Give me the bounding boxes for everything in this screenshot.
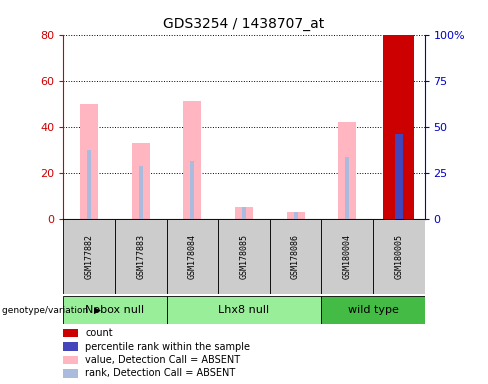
Bar	[63, 342, 78, 351]
Text: GSM178085: GSM178085	[240, 234, 248, 279]
Bar	[218, 219, 270, 294]
Bar	[383, 35, 414, 219]
Bar	[242, 207, 246, 219]
Bar	[166, 296, 322, 324]
Text: GSM178086: GSM178086	[291, 234, 300, 279]
Text: GSM177882: GSM177882	[85, 234, 94, 279]
Text: count: count	[85, 328, 113, 338]
Bar	[338, 122, 356, 219]
Bar	[322, 296, 425, 324]
Bar	[270, 219, 322, 294]
Bar	[293, 212, 298, 219]
Text: GSM177883: GSM177883	[136, 234, 145, 279]
Text: Lhx8 null: Lhx8 null	[219, 305, 269, 315]
Text: value, Detection Call = ABSENT: value, Detection Call = ABSENT	[85, 355, 240, 365]
Bar	[166, 219, 218, 294]
Text: GSM180004: GSM180004	[343, 234, 352, 279]
Bar	[183, 101, 202, 219]
Bar	[322, 219, 373, 294]
Text: Nobox null: Nobox null	[85, 305, 144, 315]
Title: GDS3254 / 1438707_at: GDS3254 / 1438707_at	[163, 17, 325, 31]
Bar	[115, 219, 166, 294]
Bar	[63, 219, 115, 294]
Text: rank, Detection Call = ABSENT: rank, Detection Call = ABSENT	[85, 368, 235, 379]
Bar	[373, 219, 425, 294]
Bar	[63, 296, 166, 324]
Bar	[63, 356, 78, 364]
Bar	[63, 369, 78, 378]
Bar	[190, 161, 195, 219]
Bar	[139, 166, 143, 219]
Text: genotype/variation  ▶: genotype/variation ▶	[2, 306, 102, 314]
Bar	[80, 104, 98, 219]
Bar	[286, 212, 305, 219]
Bar	[87, 150, 91, 219]
Text: percentile rank within the sample: percentile rank within the sample	[85, 341, 250, 352]
Bar	[395, 134, 403, 219]
Text: wild type: wild type	[347, 305, 398, 315]
Bar	[132, 143, 150, 219]
Text: GSM178084: GSM178084	[188, 234, 197, 279]
Text: GSM180005: GSM180005	[394, 234, 403, 279]
Bar	[63, 329, 78, 338]
Bar	[345, 157, 349, 219]
Bar	[235, 207, 253, 219]
